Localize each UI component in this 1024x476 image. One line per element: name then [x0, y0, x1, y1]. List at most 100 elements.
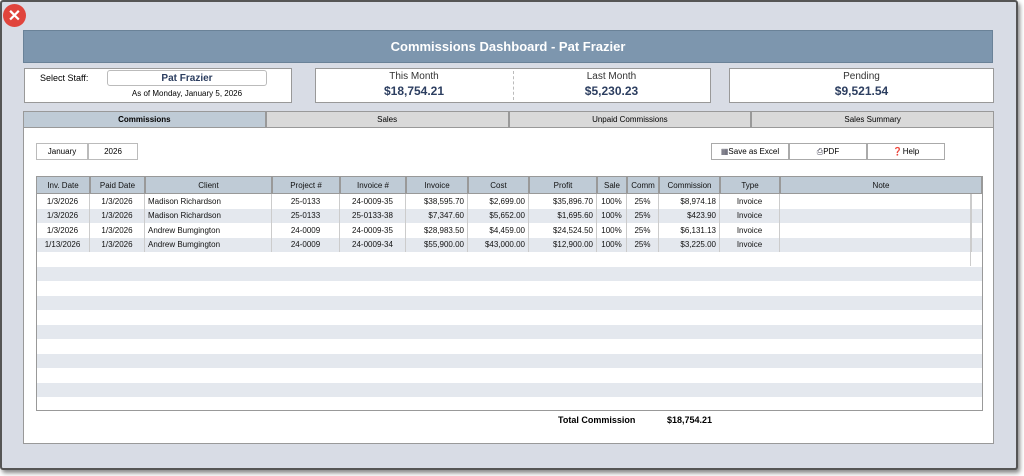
table-cell: 1/3/2026 [36, 208, 90, 223]
row-stripe [37, 324, 982, 339]
column-header: Note [780, 176, 982, 194]
tab[interactable]: Commissions [23, 111, 266, 128]
table-cell: 25% [627, 237, 659, 252]
table-cell: 25-0133-38 [340, 208, 406, 223]
column-header: Cost [468, 176, 529, 194]
pending-summary [729, 68, 994, 103]
summary-value: $5,230.23 [584, 84, 639, 98]
table-cell: Invoice [720, 223, 780, 238]
year-select[interactable]: 2026 [88, 143, 138, 160]
header-title: Commissions Dashboard - Pat Frazier [23, 30, 993, 63]
table-cell: $3,225.00 [659, 237, 720, 252]
table-cell: 1/3/2026 [36, 194, 90, 209]
table-cell: $38,595.70 [406, 194, 468, 209]
table-cell: Madison Richardson [145, 208, 272, 223]
scroll-gutter [970, 194, 971, 266]
table-cell: 1/3/2026 [90, 223, 145, 238]
table-cell: 25% [627, 194, 659, 209]
column-header: Profit [529, 176, 597, 194]
table-cell: $43,000.00 [468, 237, 529, 252]
cell [780, 194, 972, 209]
row-stripe [37, 266, 982, 281]
table-cell: Invoice [720, 208, 780, 223]
table-cell: $6,131.13 [659, 223, 720, 238]
table-cell: $55,900.00 [406, 237, 468, 252]
table-cell: Invoice [720, 194, 780, 209]
column-header: Comm [627, 176, 659, 194]
column-header: Client [145, 176, 272, 194]
column-header: Invoice [406, 176, 468, 194]
table-cell: $2,699.00 [468, 194, 529, 209]
staff-box: Select Staff: Pat Frazier As of Monday, … [24, 68, 292, 103]
table-cell: Andrew Bumgington [145, 237, 272, 252]
table-cell: 1/3/2026 [90, 237, 145, 252]
table-cell: 100% [597, 223, 627, 238]
month-select[interactable]: January [36, 143, 88, 160]
table-cell: 1/13/2026 [36, 237, 90, 252]
button[interactable]: ❓ Help [867, 143, 945, 160]
table-cell: 24-0009-35 [340, 223, 406, 238]
column-header: Sale [597, 176, 627, 194]
button-label: Help [902, 147, 920, 156]
table-cell: 25-0133 [272, 194, 340, 209]
month-summary [315, 68, 711, 103]
button-icon: ⎙ [816, 146, 824, 156]
table-cell: 1/3/2026 [90, 194, 145, 209]
table-cell: 1/3/2026 [90, 208, 145, 223]
summary-label: Pending [843, 71, 880, 82]
column-header: Invoice # [340, 176, 406, 194]
table-cell: 25% [627, 208, 659, 223]
cell [780, 237, 972, 252]
table-cell: Madison Richardson [145, 194, 272, 209]
summary-label: This Month [389, 71, 439, 82]
close-button[interactable]: ✕ [3, 4, 26, 27]
table-cell: 24-0009-34 [340, 237, 406, 252]
summary-value: $9,521.54 [834, 84, 889, 98]
staff-select[interactable]: Pat Frazier [107, 70, 267, 86]
table-cell: $423.90 [659, 208, 720, 223]
table-cell: $35,896.70 [529, 194, 597, 209]
table-cell: $28,983.50 [406, 223, 468, 238]
tab[interactable]: Sales Summary [751, 111, 994, 128]
table-cell: 100% [597, 208, 627, 223]
button[interactable]: ▦ Save as Excel [711, 143, 789, 160]
column-header: Type [720, 176, 780, 194]
column-header: Inv. Date [36, 176, 90, 194]
column-header: Paid Date [90, 176, 145, 194]
divider [513, 71, 514, 100]
table-cell: 24-0009 [272, 223, 340, 238]
table-cell: Invoice [720, 237, 780, 252]
table-cell: 100% [597, 194, 627, 209]
button-icon: ▦ [720, 147, 729, 156]
table-cell: $1,695.60 [529, 208, 597, 223]
tab[interactable]: Sales [265, 111, 509, 128]
summary-value: $18,754.21 [383, 84, 445, 98]
total-label: Total Commission [558, 415, 636, 425]
button-label: Save as Excel [728, 147, 780, 156]
table-cell: 25% [627, 223, 659, 238]
table-cell: 24-0009 [272, 237, 340, 252]
table-cell: 100% [597, 237, 627, 252]
summary-label: Last Month [586, 71, 637, 82]
table-cell: 1/3/2026 [36, 223, 90, 238]
cell [780, 223, 972, 238]
table-cell: Andrew Bumgington [145, 223, 272, 238]
table-cell: $12,900.00 [529, 237, 597, 252]
table-cell: 24-0009-35 [340, 194, 406, 209]
row-stripe [37, 237, 982, 252]
total-value: $18,754.21 [667, 415, 713, 425]
table-cell: $4,459.00 [468, 223, 529, 238]
button-icon: ❓ [892, 147, 903, 156]
button-label: PDF [823, 147, 840, 156]
row-stripe [37, 353, 982, 368]
row-stripe [37, 295, 982, 310]
row-stripe [37, 208, 982, 223]
table-cell: $24,524.50 [529, 223, 597, 238]
button[interactable]: ⎙ PDF [789, 143, 867, 160]
tab[interactable]: Unpaid Commissions [508, 111, 752, 128]
staff-label: Select Staff: [40, 73, 89, 83]
table-cell: $5,652.00 [468, 208, 529, 223]
as-of-date: As of Monday, January 5, 2026 [131, 89, 243, 98]
table-cell: $8,974.18 [659, 194, 720, 209]
